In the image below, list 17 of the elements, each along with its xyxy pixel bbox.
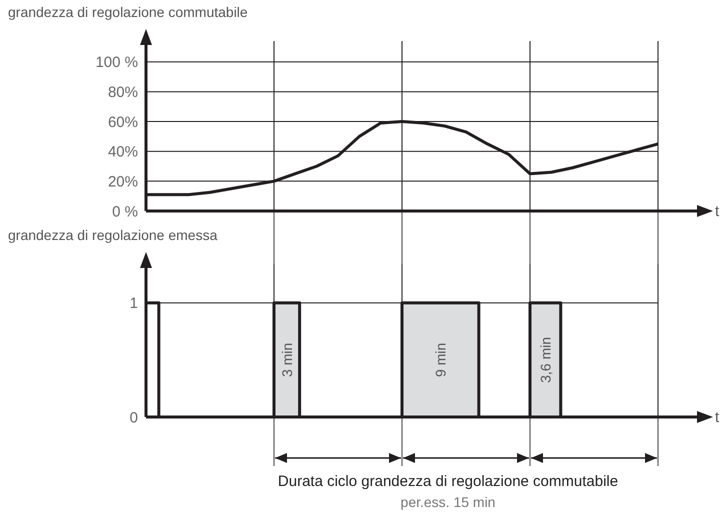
annotation: 3 min — [278, 342, 295, 378]
y-tick-label: 40% — [108, 144, 138, 161]
x-axis-title: t — [715, 409, 720, 426]
text: per.ess. 15 min — [400, 494, 496, 510]
annotation: 3,6 min — [537, 336, 554, 383]
y-tick-label: 100 % — [95, 54, 138, 72]
annotation: 9 min — [432, 342, 448, 378]
y-tick-label: 60% — [108, 114, 138, 131]
y-axis-title: grandezza di regolazione commutabile — [8, 4, 248, 20]
y-tick-label: 20% — [108, 174, 138, 190]
y-tick-label: 0 % — [112, 203, 138, 220]
text: Durata ciclo grandezza di regolazione commutabile — [278, 473, 618, 490]
y-axis-title: grandezza di regolazione emessa — [8, 227, 218, 243]
y-tick-label: 1 — [130, 295, 138, 312]
y-tick-label: 0 — [130, 409, 138, 426]
y-tick-label: 80% — [108, 84, 138, 102]
x-axis-title: t — [715, 203, 720, 220]
